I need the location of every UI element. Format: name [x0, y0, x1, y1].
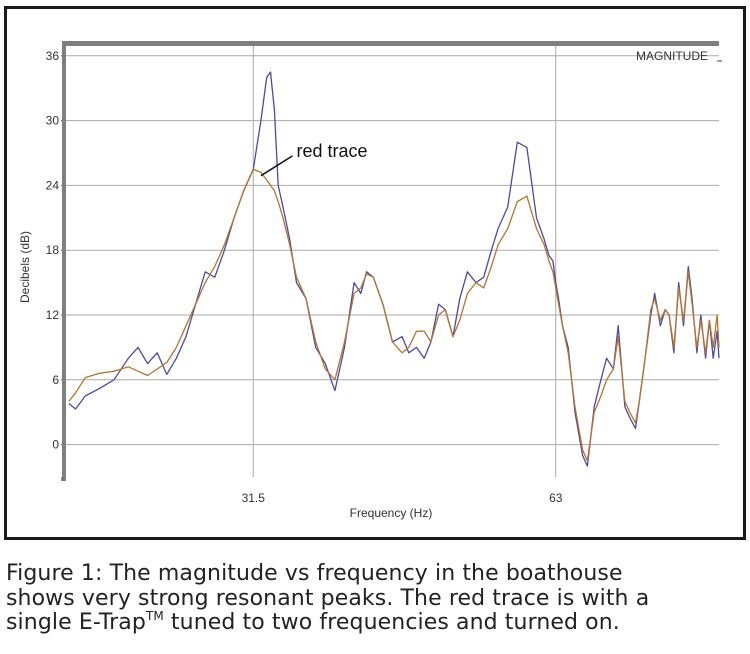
- annotation-arrow: [260, 155, 293, 177]
- top-axis-bar: [62, 41, 719, 46]
- plot-area: [66, 45, 719, 477]
- x-axis-title: Frequency (Hz): [350, 506, 433, 520]
- y-tick-label: 0: [52, 438, 59, 452]
- magnitude-chart: 36 30 24 18 12 6 0 31.5 63 red trace MAGNITUDE F…: [18, 41, 722, 520]
- caption-line-3: single E-TrapTM tuned to two frequencies…: [6, 610, 620, 635]
- y-tick-label: 12: [46, 308, 60, 322]
- caption-line-3-end: tuned to two frequencies and turned on.: [163, 610, 620, 635]
- panel-label: MAGNITUDE: [636, 49, 708, 63]
- y-axis-title: Decibels (dB): [18, 231, 32, 303]
- series: [68, 71, 720, 467]
- grid: [66, 45, 719, 477]
- annotation-label: red trace: [296, 141, 367, 161]
- series-line-2: [68, 168, 720, 462]
- caption-line-1: Figure 1: The magnitude vs frequency in …: [6, 561, 623, 586]
- left-axis-bar: [62, 41, 66, 481]
- y-tick-label: 36: [46, 49, 60, 63]
- caption-line-2: shows very strong resonant peaks. The re…: [6, 585, 650, 611]
- caption-line-3-start: single E-Trap: [6, 610, 146, 635]
- annotations: red trace: [260, 141, 368, 177]
- x-tick-label: 63: [549, 491, 563, 505]
- y-tick-label: 6: [52, 373, 59, 387]
- trademark-mark: TM: [145, 609, 164, 623]
- chart-frame: 36 30 24 18 12 6 0 31.5 63 red trace MAGNITUDE F…: [4, 6, 746, 540]
- x-tick-label: 31.5: [242, 491, 266, 505]
- y-tick-label: 18: [46, 243, 60, 257]
- figure-caption: Figure 1: The magnitude vs frequency in …: [6, 561, 744, 636]
- y-tick-label: 30: [46, 114, 60, 128]
- y-tick-label: 24: [46, 178, 60, 192]
- axes: 36 30 24 18 12 6 0 31.5 63: [46, 41, 722, 505]
